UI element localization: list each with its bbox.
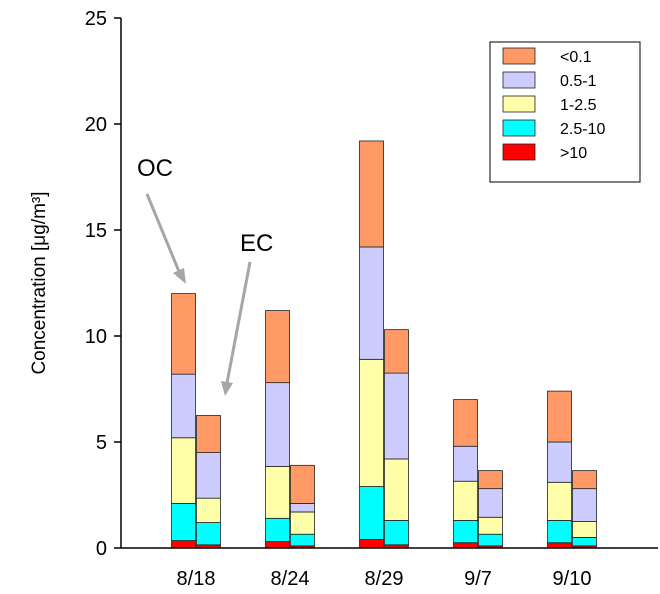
legend-swatch (502, 95, 536, 113)
bar-segment-oc (171, 503, 196, 541)
bar-segment-oc (171, 373, 196, 439)
bar-segment-ec (478, 488, 503, 518)
bar-segment-ec (196, 415, 221, 453)
bar-segment-oc (359, 539, 384, 549)
x-tick-label: 8/18 (177, 568, 216, 590)
bar-segment-oc (359, 358, 384, 487)
bars-layer (171, 140, 597, 549)
arrow-ec-shaft (225, 261, 252, 384)
y-tick-label: 0 (96, 538, 107, 560)
bar-segment-oc (547, 481, 572, 521)
legend-swatch (502, 119, 536, 137)
bar-segment-ec (290, 511, 315, 535)
annotations: OC EC (137, 155, 273, 396)
x-tick-label: 8/24 (271, 568, 310, 590)
legend-label: >10 (560, 145, 587, 162)
bar-segment-ec (290, 464, 315, 504)
bar-segment-oc (453, 520, 478, 544)
bar-segment-oc (265, 517, 290, 543)
bar-segment-ec (572, 537, 597, 547)
bar-segment-ec (196, 522, 221, 546)
bar-segment-oc (171, 293, 196, 375)
arrow-ec-head (221, 381, 233, 396)
legend-swatch (502, 71, 536, 89)
bar-segment-oc (359, 486, 384, 540)
bar-segment-ec (384, 520, 409, 546)
bar-segment-ec (196, 497, 221, 523)
bar-segment-oc (547, 520, 572, 544)
legend-label: 2.5-10 (560, 121, 605, 138)
bar-segment-oc (547, 441, 572, 483)
bar-segment-ec (384, 372, 409, 460)
legend-swatch (502, 143, 536, 161)
legend-label: 0.5-1 (560, 73, 597, 90)
y-tick-label: 20 (85, 114, 107, 136)
x-tick-label: 9/7 (464, 568, 492, 590)
legend-label: 1-2.5 (560, 97, 597, 114)
annotation-oc: OC (137, 155, 173, 182)
bar-segment-ec (384, 458, 409, 521)
bar-segment-ec (572, 521, 597, 538)
bar-segment-oc (453, 399, 478, 447)
x-ticks: 8/18 8/24 8/29 9/7 9/10 (177, 568, 592, 590)
arrow-oc-shaft (145, 193, 182, 275)
bar-segment-oc (265, 465, 290, 519)
bar-segment-ec (290, 533, 315, 547)
bar-segment-ec (196, 452, 221, 499)
y-tick-label: 15 (85, 220, 107, 242)
arrow-oc-head (173, 268, 186, 284)
legend: <0.1 0.5-1 1-2.5 2.5-10 >10 (489, 41, 641, 183)
bar-segment-ec (478, 470, 503, 490)
annotation-ec: EC (240, 230, 273, 257)
y-axis-title: Concentration [μg/m³] (29, 191, 50, 374)
bar-segment-ec (572, 488, 597, 522)
y-ticks: 0 5 10 15 20 25 (85, 8, 121, 560)
y-tick-label: 10 (85, 326, 107, 348)
bar-segment-ec (384, 329, 409, 374)
bar-segment-oc (265, 541, 290, 549)
bar-segment-oc (171, 437, 196, 504)
bar-segment-oc (453, 480, 478, 521)
bar-segment-oc (171, 540, 196, 549)
y-tick-label: 5 (96, 432, 107, 454)
x-tick-label: 8/29 (365, 568, 404, 590)
bar-segment-ec (478, 516, 503, 535)
bar-segment-oc (265, 382, 290, 467)
bar-segment-ec (290, 503, 315, 513)
legend-label: <0.1 (560, 49, 592, 66)
axes-layer (120, 18, 658, 549)
bar-segment-ec (478, 533, 503, 547)
bar-segment-ec (572, 470, 597, 490)
y-tick-label: 25 (85, 8, 107, 30)
bar-segment-oc (265, 310, 290, 384)
bar-segment-oc (453, 542, 478, 549)
bar-segment-oc (453, 445, 478, 482)
bar-segment-oc (359, 246, 384, 360)
x-tick-label: 9/10 (553, 568, 592, 590)
bar-segment-oc (547, 542, 572, 549)
legend-swatch (502, 47, 536, 65)
bar-segment-oc (547, 390, 572, 443)
bar-segment-oc (359, 140, 384, 248)
